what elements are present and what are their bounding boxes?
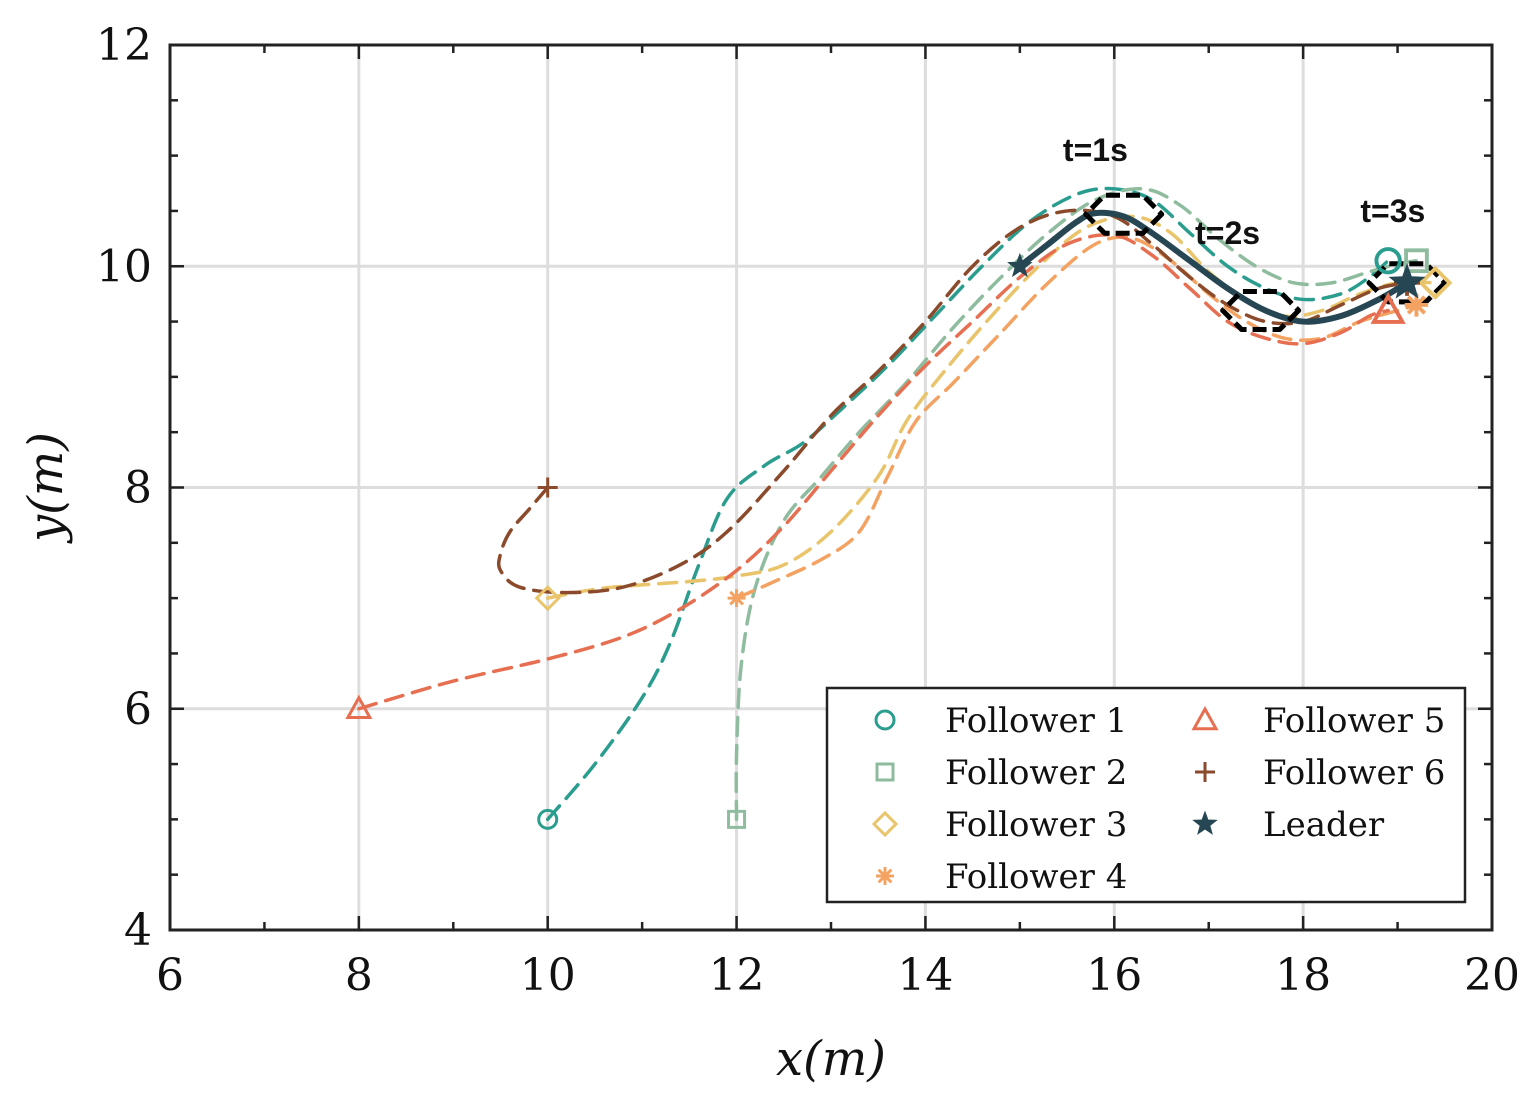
x-tick-label: 6 — [156, 950, 184, 1001]
end-marker-1 — [1374, 247, 1402, 275]
x-tick-label: 12 — [709, 950, 765, 1001]
annotation-layer: t=1s t=2s t=3s — [1063, 132, 1425, 251]
legend-marker-3 — [871, 810, 899, 838]
legend-label-1: Follower 1 — [945, 701, 1127, 741]
legend-marker-5 — [1191, 705, 1219, 731]
end-marker-5 — [1370, 292, 1406, 324]
formation-hexagon-1 — [1083, 192, 1165, 236]
legend-marker-2 — [875, 762, 895, 782]
legend-label-7: Leader — [1263, 805, 1385, 845]
series-line-2 — [734, 186, 1419, 822]
legend-marker-6 — [1195, 762, 1215, 782]
start-marker-2 — [727, 809, 747, 829]
formation-hexagon-2 — [1220, 288, 1302, 333]
legend-marker-4 — [876, 867, 894, 885]
start-marker-5 — [345, 694, 373, 720]
legend-box — [825, 686, 1467, 904]
y-tick-label: 6 — [124, 684, 152, 735]
x-tick-label: 10 — [520, 950, 576, 1001]
time-annotation-3: t=3s — [1360, 193, 1425, 229]
end-marker-7 — [1388, 263, 1426, 299]
start-marker-3 — [534, 585, 561, 612]
end-marker-3 — [1418, 265, 1453, 300]
series-line-5 — [357, 233, 1390, 711]
end-marker-2 — [1404, 248, 1429, 274]
start-marker-7 — [1007, 252, 1033, 278]
start-marker-1 — [537, 808, 559, 830]
y-tick-label: 12 — [96, 20, 152, 71]
legend-marker-1 — [874, 709, 896, 731]
time-annotation-2: t=2s — [1195, 215, 1260, 251]
x-tick-label: 8 — [345, 950, 373, 1001]
x-tick-label: 16 — [1086, 950, 1142, 1001]
legend-label-6: Follower 6 — [1263, 753, 1445, 793]
x-tick-label: 14 — [897, 950, 953, 1001]
x-axis-label: x(m) — [776, 1031, 886, 1087]
x-tick-label: 18 — [1275, 950, 1331, 1001]
legend-marker-7 — [1192, 810, 1218, 835]
time-annotation-1: t=1s — [1063, 132, 1128, 168]
legend-label-2: Follower 2 — [945, 753, 1127, 793]
y-tick-label: 10 — [96, 241, 152, 292]
legend: Follower 1 Follower 2 Follower 3 Follower 4… — [825, 686, 1467, 904]
series-line-7 — [1016, 209, 1411, 325]
start-marker-6 — [537, 477, 558, 498]
y-tick-label: 4 — [124, 905, 152, 956]
y-tick-label: 8 — [124, 463, 152, 514]
legend-label-4: Follower 4 — [945, 857, 1127, 897]
x-tick-label: 20 — [1464, 950, 1520, 1001]
series-line-4 — [734, 235, 1419, 600]
series-line-3 — [545, 214, 1438, 600]
y-axis-label: y(m) — [18, 432, 74, 544]
series-line-6 — [496, 208, 1409, 595]
formation-layer — [1083, 192, 1448, 333]
formation-hexagon-3 — [1366, 261, 1448, 305]
start-marker-4 — [727, 589, 746, 608]
marker-layer — [345, 247, 1453, 830]
legend-label-5: Follower 5 — [1263, 701, 1445, 741]
legend-label-3: Follower 3 — [945, 805, 1127, 845]
